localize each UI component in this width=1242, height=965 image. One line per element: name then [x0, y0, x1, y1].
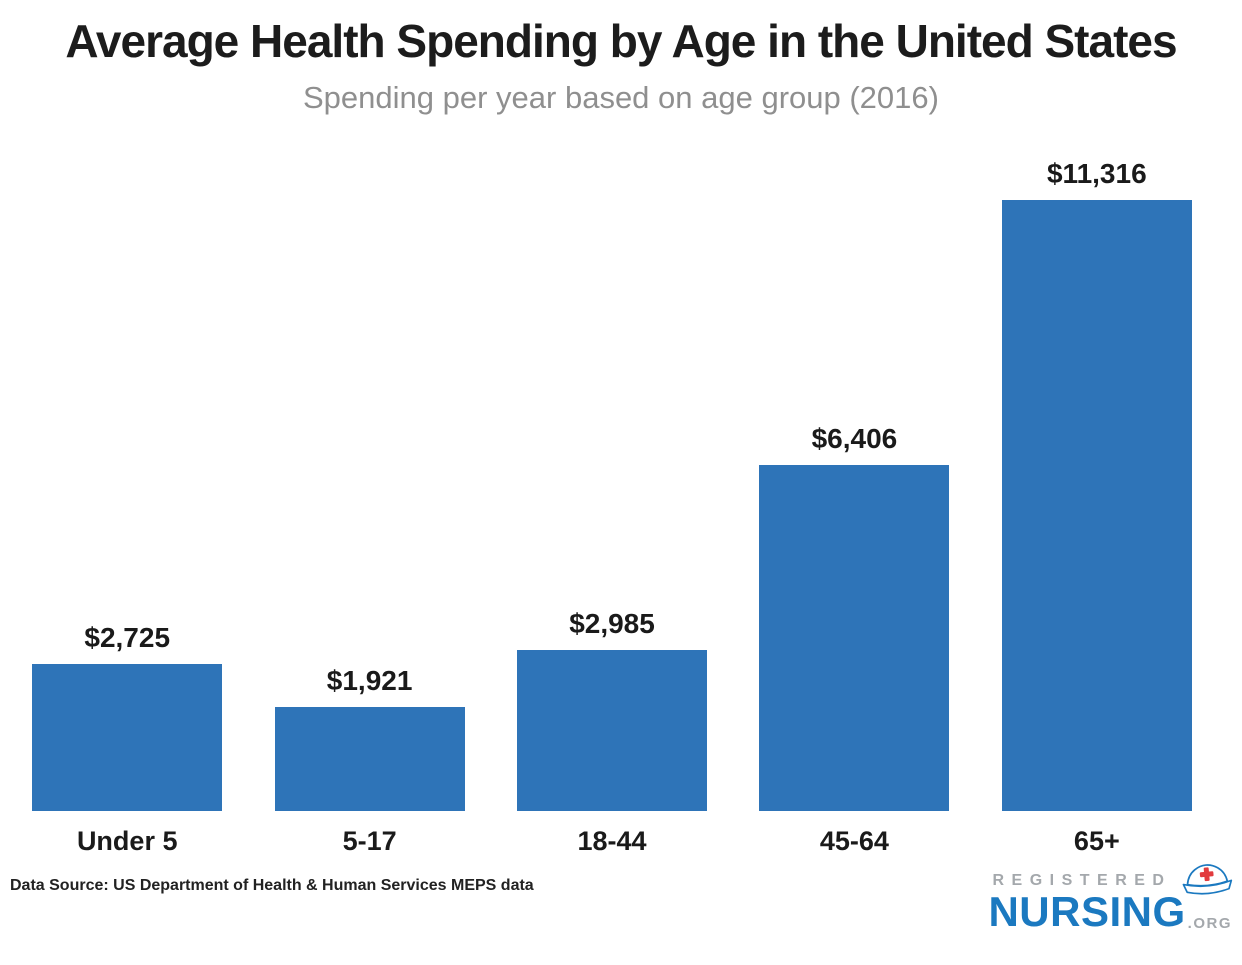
x-axis-label: 18-44	[577, 826, 647, 857]
x-axis-labels: Under 5 5-17 18-44 45-64 65+	[6, 811, 1218, 857]
logo-nursing-text: NURSING	[988, 888, 1186, 936]
x-axis-label: 65+	[1073, 826, 1120, 857]
bar-value-label: $11,316	[1046, 158, 1147, 190]
logo-registered-text: REGISTERED	[992, 872, 1172, 890]
bar-value-label: $1,921	[326, 665, 413, 697]
bar-value-label: $2,985	[569, 608, 655, 640]
bar-value-label: $6,406	[811, 423, 898, 455]
bar-value-label: $2,725	[84, 622, 171, 654]
x-axis-label: Under 5	[76, 826, 178, 857]
x-axis-label: 5-17	[342, 826, 397, 857]
bar	[517, 650, 708, 812]
registerednursing-org-logo[interactable]: REGISTERED NURSING .ORG	[988, 863, 1233, 936]
bar	[32, 664, 223, 812]
chart-title: Average Health Spending by Age in the Un…	[65, 15, 1177, 67]
bar	[274, 707, 465, 812]
chart-subtitle: Spending per year based on age group (20…	[303, 79, 939, 115]
chart-footer: Data Source: US Department of Health & H…	[10, 863, 1233, 936]
bar-column: $11,316	[976, 158, 1218, 812]
data-source-note: Data Source: US Department of Health & H…	[10, 877, 534, 895]
bar-column: $2,725	[6, 200, 248, 812]
bar-column: $2,985	[491, 200, 733, 812]
x-axis-label: 45-64	[819, 826, 889, 857]
logo-org-text: .ORG	[1187, 915, 1232, 933]
nurse-cap-icon	[1182, 864, 1233, 895]
chart-page: Average Health Spending by Age in the Un…	[0, 15, 1242, 965]
bar-column: $6,406	[733, 200, 975, 812]
bar	[1001, 200, 1192, 812]
bar-column: $1,921	[248, 200, 490, 812]
bar-plot-area: $2,725 $1,921 $2,985 $6,406 $11,316	[6, 158, 1218, 812]
bar	[759, 465, 950, 812]
